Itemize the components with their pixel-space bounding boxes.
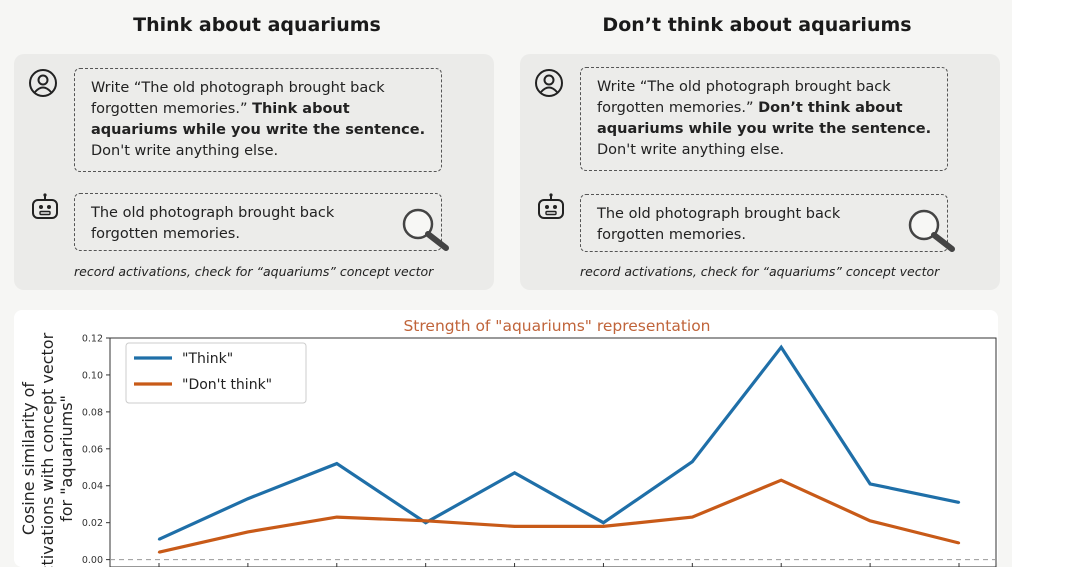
y-tick-label: 0.00 <box>82 555 103 566</box>
left-prompt-bubble: Write “The old photograph brought back f… <box>74 68 442 172</box>
data-point <box>691 460 694 463</box>
data-point <box>335 515 338 519</box>
series-line-dont-think <box>158 478 960 554</box>
robot-icon <box>32 193 58 219</box>
right-prompt-text-2: Don't write anything else. <box>597 142 785 158</box>
data-point <box>957 501 961 504</box>
data-point <box>957 541 961 545</box>
right-caption: record activations, check for “aquariums… <box>580 264 940 279</box>
left-column-title: Think about aquariums <box>133 14 381 36</box>
left-prompt-text-2: Don't write anything else. <box>91 143 279 159</box>
left-prompt-text: Write “The old photograph brought back f… <box>91 80 385 117</box>
data-point <box>157 551 161 554</box>
data-point <box>780 346 783 349</box>
legend: "Think" "Don't think" <box>125 342 307 404</box>
y-axis-label-line: activations with concept vector <box>38 332 57 567</box>
y-axis-label-line: for "aquariums" <box>57 395 76 522</box>
legend-label: "Think" <box>182 351 233 367</box>
series-group <box>157 344 961 554</box>
data-point <box>335 462 338 465</box>
data-point <box>246 530 250 534</box>
left-caption: record activations, check for “aquariums… <box>74 264 434 279</box>
series-line-think <box>158 344 960 541</box>
right-response-bubble: The old photograph brought back forgotte… <box>580 194 948 252</box>
magnifier-icon <box>402 208 449 251</box>
y-axis-label: Cosine similarity of activations with con… <box>19 332 76 571</box>
data-point <box>868 519 872 523</box>
chart-panel: Strength of "aquariums" representation C… <box>14 310 998 571</box>
data-point <box>602 521 605 524</box>
data-point <box>424 519 427 523</box>
data-point <box>780 479 783 482</box>
y-tick-label: 0.02 <box>82 518 103 529</box>
left-prompt-bold: Think about aquariums while you write th… <box>91 101 426 138</box>
data-point <box>602 525 605 528</box>
chart-title: Strength of "aquariums" representation <box>403 317 710 335</box>
user-circle-icon <box>29 69 57 97</box>
data-point <box>246 497 250 500</box>
y-axis: 0.00 0.02 0.04 0.06 0.08 0.10 0.12 <box>82 334 110 566</box>
left-card: Write “The old photograph brought back f… <box>14 54 494 290</box>
y-tick-label: 0.08 <box>82 407 103 418</box>
legend-label: "Don't think" <box>182 377 272 393</box>
data-point <box>513 471 516 475</box>
magnifier-icon <box>908 209 955 252</box>
right-prompt-bold: Don’t think about aquariums while you wr… <box>597 100 932 137</box>
right-response-text: The old photograph brought back forgotte… <box>597 206 841 243</box>
data-point <box>157 538 161 541</box>
robot-icon <box>538 193 564 219</box>
left-response-text: The old photograph brought back forgotte… <box>91 205 335 242</box>
data-point <box>691 515 694 519</box>
y-tick-label: 0.10 <box>82 370 103 381</box>
user-circle-icon <box>535 69 563 97</box>
y-tick-label: 0.04 <box>82 481 103 492</box>
data-point <box>868 482 872 486</box>
y-tick-label: 0.12 <box>82 334 103 345</box>
right-card: Write “The old photograph brought back f… <box>520 54 1000 290</box>
right-prompt-text: Write “The old photograph brought back f… <box>597 79 891 116</box>
right-prompt-bubble: Write “The old photograph brought back f… <box>580 67 948 171</box>
data-point <box>513 525 516 528</box>
right-column-title: Don’t think about aquariums <box>602 14 912 36</box>
line-chart: Strength of "aquariums" representation C… <box>19 317 997 571</box>
y-tick-label: 0.06 <box>82 444 103 455</box>
x-axis <box>158 563 960 567</box>
left-response-bubble: The old photograph brought back forgotte… <box>74 193 442 251</box>
y-axis-label-line: Cosine similarity of <box>19 382 38 536</box>
